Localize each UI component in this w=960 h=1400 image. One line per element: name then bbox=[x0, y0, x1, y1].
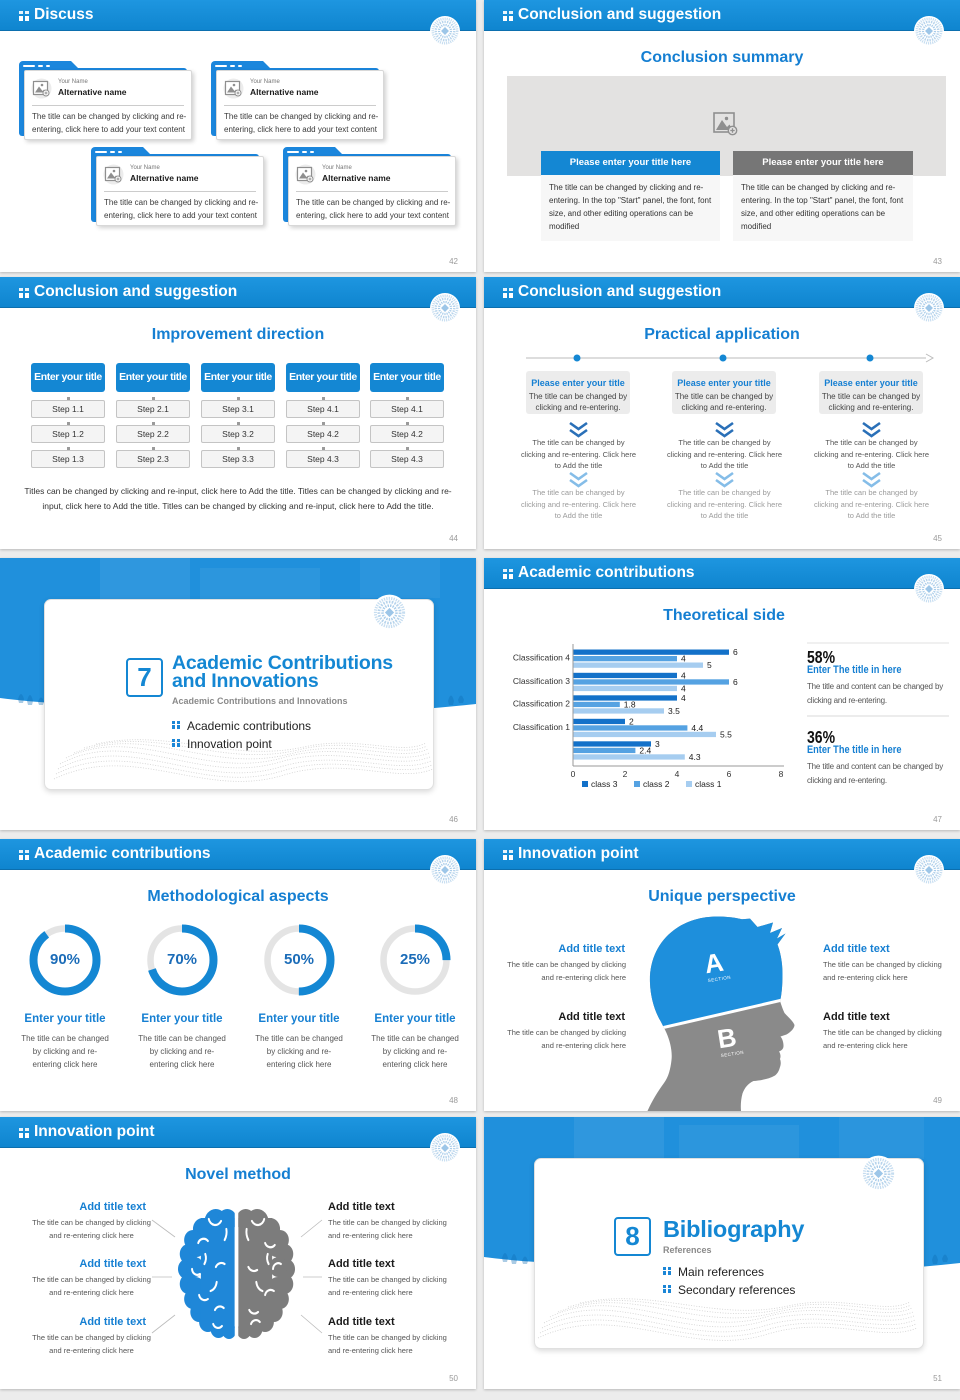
svg-text:SECTION: SECTION bbox=[707, 975, 731, 984]
svg-text:2.4: 2.4 bbox=[639, 745, 651, 755]
svg-text:Classification 2: Classification 2 bbox=[513, 698, 570, 708]
svg-text:Classification 4: Classification 4 bbox=[513, 653, 570, 663]
svg-text:3: 3 bbox=[655, 739, 660, 749]
svg-text:2: 2 bbox=[623, 769, 628, 779]
svg-text:4: 4 bbox=[681, 693, 686, 703]
svg-text:1.8: 1.8 bbox=[624, 699, 636, 709]
svg-text:class 2: class 2 bbox=[643, 779, 670, 789]
svg-text:5: 5 bbox=[707, 660, 712, 670]
svg-text:0: 0 bbox=[571, 769, 576, 779]
svg-text:4: 4 bbox=[681, 683, 686, 693]
svg-text:4.4: 4.4 bbox=[691, 723, 703, 733]
svg-text:5.5: 5.5 bbox=[720, 729, 732, 739]
svg-text:4: 4 bbox=[681, 670, 686, 680]
svg-text:6: 6 bbox=[727, 769, 732, 779]
svg-text:B: B bbox=[715, 1022, 738, 1055]
svg-text:4: 4 bbox=[681, 654, 686, 664]
svg-text:SECTION: SECTION bbox=[720, 1050, 744, 1059]
svg-text:3.5: 3.5 bbox=[668, 706, 680, 716]
svg-text:class 3: class 3 bbox=[591, 779, 618, 789]
svg-text:6: 6 bbox=[733, 647, 738, 657]
svg-text:8: 8 bbox=[779, 769, 784, 779]
svg-text:class 1: class 1 bbox=[695, 779, 722, 789]
svg-text:4: 4 bbox=[675, 769, 680, 779]
svg-text:Classification 1: Classification 1 bbox=[513, 722, 570, 732]
svg-text:6: 6 bbox=[733, 677, 738, 687]
svg-text:2: 2 bbox=[629, 716, 634, 726]
svg-text:4.3: 4.3 bbox=[689, 752, 701, 762]
svg-text:Classification 3: Classification 3 bbox=[513, 676, 570, 686]
svg-text:A: A bbox=[702, 947, 725, 980]
